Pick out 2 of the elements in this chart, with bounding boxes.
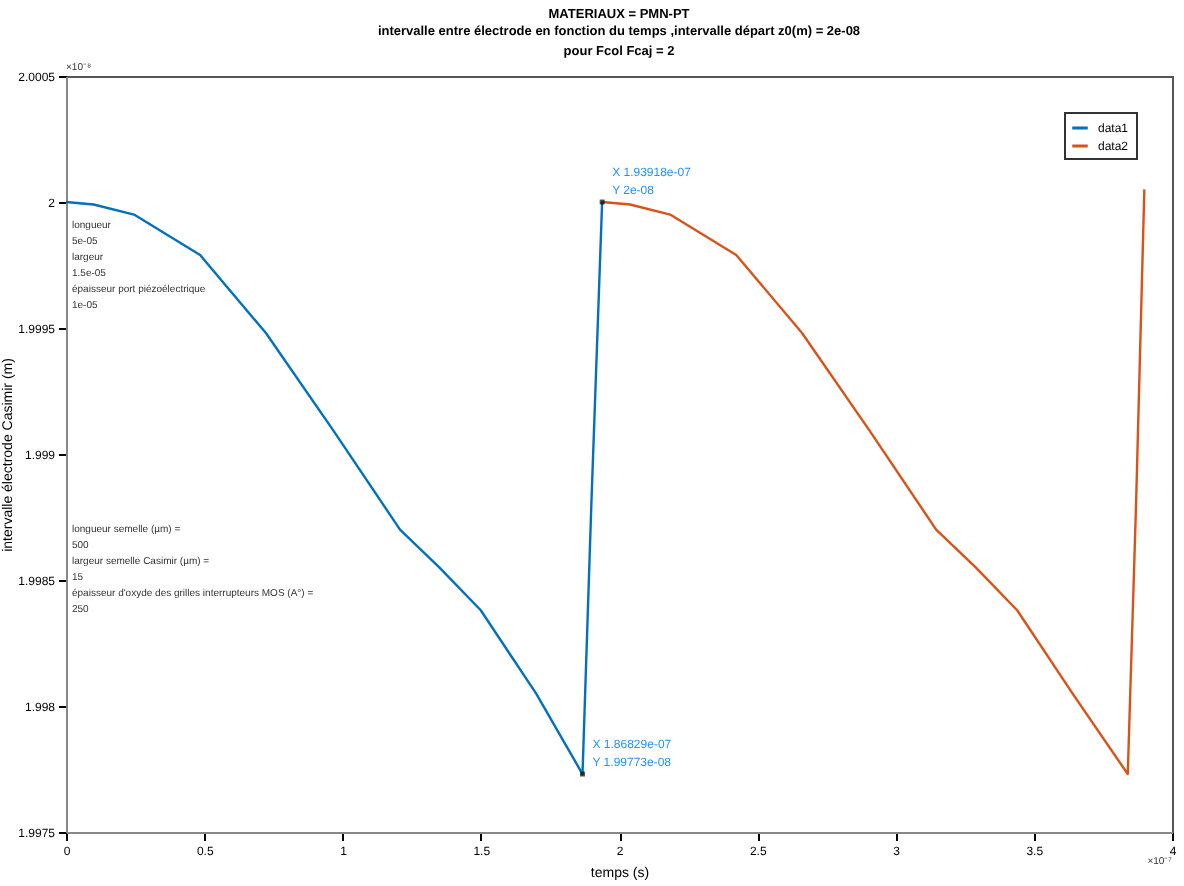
line-series <box>66 199 605 777</box>
line-series <box>600 188 1146 776</box>
